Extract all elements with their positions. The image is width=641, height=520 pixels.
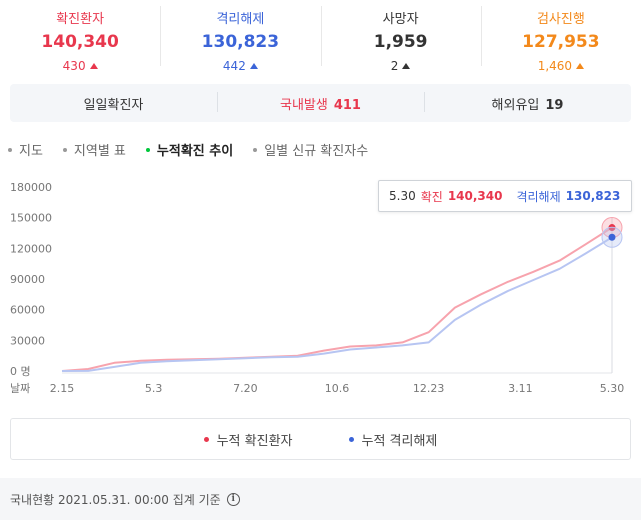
origin-bar: 일일확진자 국내발생 411 해외유입 19 [10,84,631,122]
legend-released[interactable]: 누적 격리해제 [348,430,438,449]
tab-label: 지도 [19,144,43,159]
y-tick-label: 120000 [10,242,52,255]
stat-released: 격리해제 130,823 442 [160,0,320,76]
stat-delta: 2 [321,59,481,75]
y-tick-label: 180000 [10,181,52,194]
end-marker-released [608,233,616,241]
stats-row: 확진환자 140,340 430 격리해제 130,823 442 사망자 1,… [0,0,641,76]
tooltip-confirmed-label: 확진 [420,189,443,204]
x-tick-label: 5.30 [600,382,625,395]
origin-label: 해외유입 [491,97,540,113]
stat-value: 140,340 [41,32,119,52]
legend-confirmed[interactable]: 누적 확진환자 [203,430,293,449]
bullet-icon [8,147,12,152]
origin-label: 일일확진자 [83,97,144,113]
x-tick-label: 12.23 [413,382,445,395]
daily-confirmed-label: 일일확진자 [10,94,217,113]
domestic-cell: 국내발생 411 [217,91,424,113]
tooltip-released-label: 격리해제 [516,189,561,204]
tooltip-date: 5.30 [389,189,416,203]
bullet-icon [62,147,67,152]
tab-label: 누적확진 추이 [156,144,234,159]
legend-label: 누적 격리해제 [361,433,438,449]
stat-label: 검사진행 [536,12,585,27]
stat-delta: 430 [0,59,160,75]
triangle-up-icon [402,63,411,69]
tab-map[interactable]: 지도 [8,140,43,159]
legend-dot-icon [203,436,209,442]
stat-delta: 442 [160,59,320,75]
stat-delta-value: 2 [390,59,399,73]
tooltip-confirmed-value: 140,340 [447,189,503,203]
series-line-released [61,236,613,372]
x-axis-label: 날짜 [10,382,30,395]
x-tick-label: 3.11 [508,382,533,395]
bullet-icon [253,147,258,152]
stat-testing: 검사진행 127,953 1,460 [480,0,641,76]
tab-region-table[interactable]: 지역별 표 [62,140,126,159]
y-tick-label: 150000 [10,212,52,225]
y-tick-label: 0 명 [10,365,31,378]
overseas-cell: 해외유입 19 [424,91,631,113]
x-tick-label: 10.6 [325,382,350,395]
triangle-up-icon [89,63,98,69]
origin-label: 국내발생 [280,97,328,113]
tooltip-released-value: 130,823 [565,189,621,203]
footer: 국내현황 2021.05.31. 00:00 집계 기준 i [0,478,641,520]
legend-dot-icon [348,436,354,442]
tab-daily-new[interactable]: 일별 신규 확진자수 [253,140,368,159]
footer-text: 국내현황 2021.05.31. 00:00 집계 기준 [10,492,221,507]
x-tick-label: 5.3 [145,382,163,395]
stat-delta-value: 1,460 [537,59,573,73]
stat-label: 사망자 [382,12,419,27]
origin-value: 19 [545,97,564,113]
origin-value: 411 [333,97,361,113]
stat-label: 격리해제 [216,12,265,27]
triangle-up-icon [249,63,258,69]
stat-value: 127,953 [522,32,600,52]
stat-value: 1,959 [373,32,428,52]
chart-legend: 누적 확진환자 누적 격리해제 [10,418,631,460]
x-tick-label: 7.20 [233,382,258,395]
x-tick-label: 2.15 [50,382,75,395]
cumulative-chart[interactable]: 0 명 30000 60000 90000 120000 150000 180000 날짜 2.… [0,170,641,400]
y-tick-label: 90000 [10,273,45,286]
series-line-confirmed [61,226,613,372]
bullet-icon [145,147,150,152]
stat-label: 확진환자 [56,12,105,27]
stat-confirmed: 확진환자 140,340 430 [0,0,160,76]
stat-delta-value: 442 [222,59,246,73]
y-tick-label: 30000 [10,334,45,347]
triangle-up-icon [576,63,585,69]
stat-value: 130,823 [201,32,280,52]
stat-delta-value: 430 [62,59,86,73]
tab-cumulative-trend[interactable]: 누적확진 추이 [145,140,234,159]
stat-deaths: 사망자 1,959 2 [320,0,481,76]
tab-label: 일별 신규 확진자수 [264,144,369,159]
chart-tooltip: 5.30 확진 140,340 격리해제 130,823 [378,180,632,212]
legend-label: 누적 확진환자 [216,433,293,449]
tab-label: 지역별 표 [73,144,126,159]
y-tick-label: 60000 [10,304,45,317]
info-icon[interactable]: i [226,492,240,506]
view-tabs: 지도 지역별 표 누적확진 추이 일별 신규 확진자수 [8,140,388,159]
stat-delta: 1,460 [481,59,641,75]
